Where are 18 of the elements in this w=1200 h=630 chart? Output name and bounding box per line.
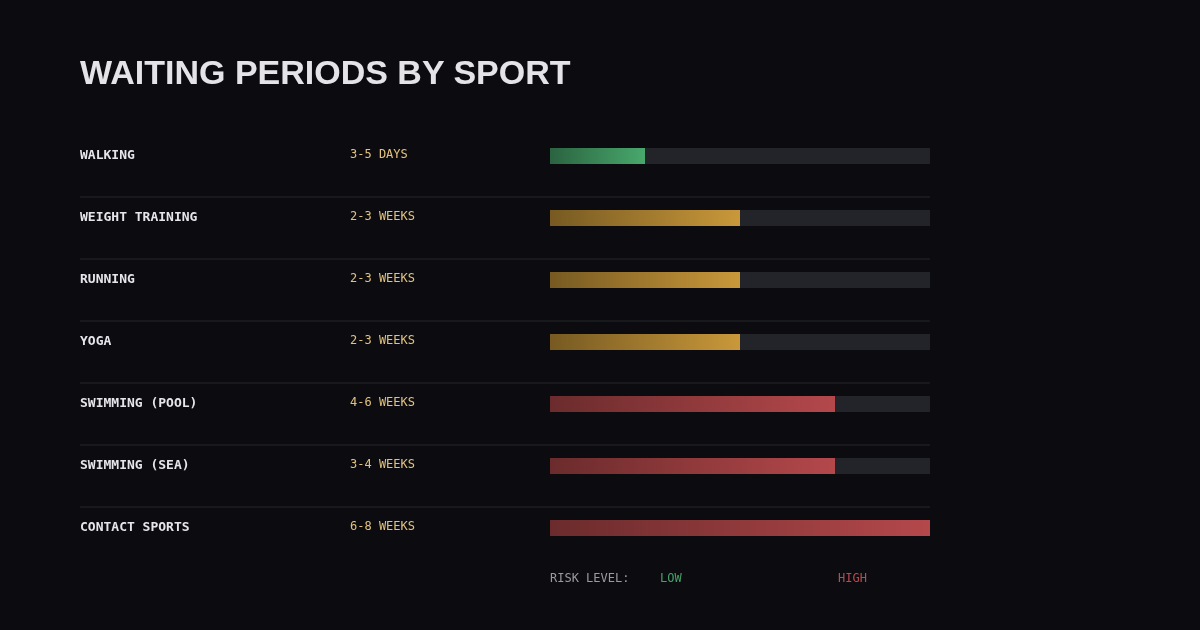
y-tick-label: CONTACT SPORTS	[80, 519, 190, 534]
y-tick-label: SWIMMING (POOL)	[80, 395, 198, 410]
y-tick-label: YOGA	[80, 333, 112, 348]
text: 2-3 WEEKS	[350, 271, 416, 285]
y-tick-label: WALKING	[80, 147, 135, 162]
text: HIGH	[838, 571, 867, 585]
text: 4-6 WEEKS	[350, 395, 416, 409]
text: 3-5 DAYS	[350, 147, 408, 161]
y-tick-label: SWIMMING (SEA)	[80, 457, 190, 472]
chart-title: WAITING PERIODS BY SPORT	[80, 53, 571, 91]
y-tick-label: RUNNING	[80, 271, 135, 286]
text: 2-3 WEEKS	[350, 333, 416, 347]
y-tick-label: WEIGHT TRAINING	[80, 209, 198, 224]
text: LOW	[660, 571, 683, 585]
text: 2-3 WEEKS	[350, 209, 416, 223]
text: RISK LEVEL:	[550, 571, 630, 585]
text: 6-8 WEEKS	[350, 519, 416, 533]
text: 3-4 WEEKS	[350, 457, 416, 471]
